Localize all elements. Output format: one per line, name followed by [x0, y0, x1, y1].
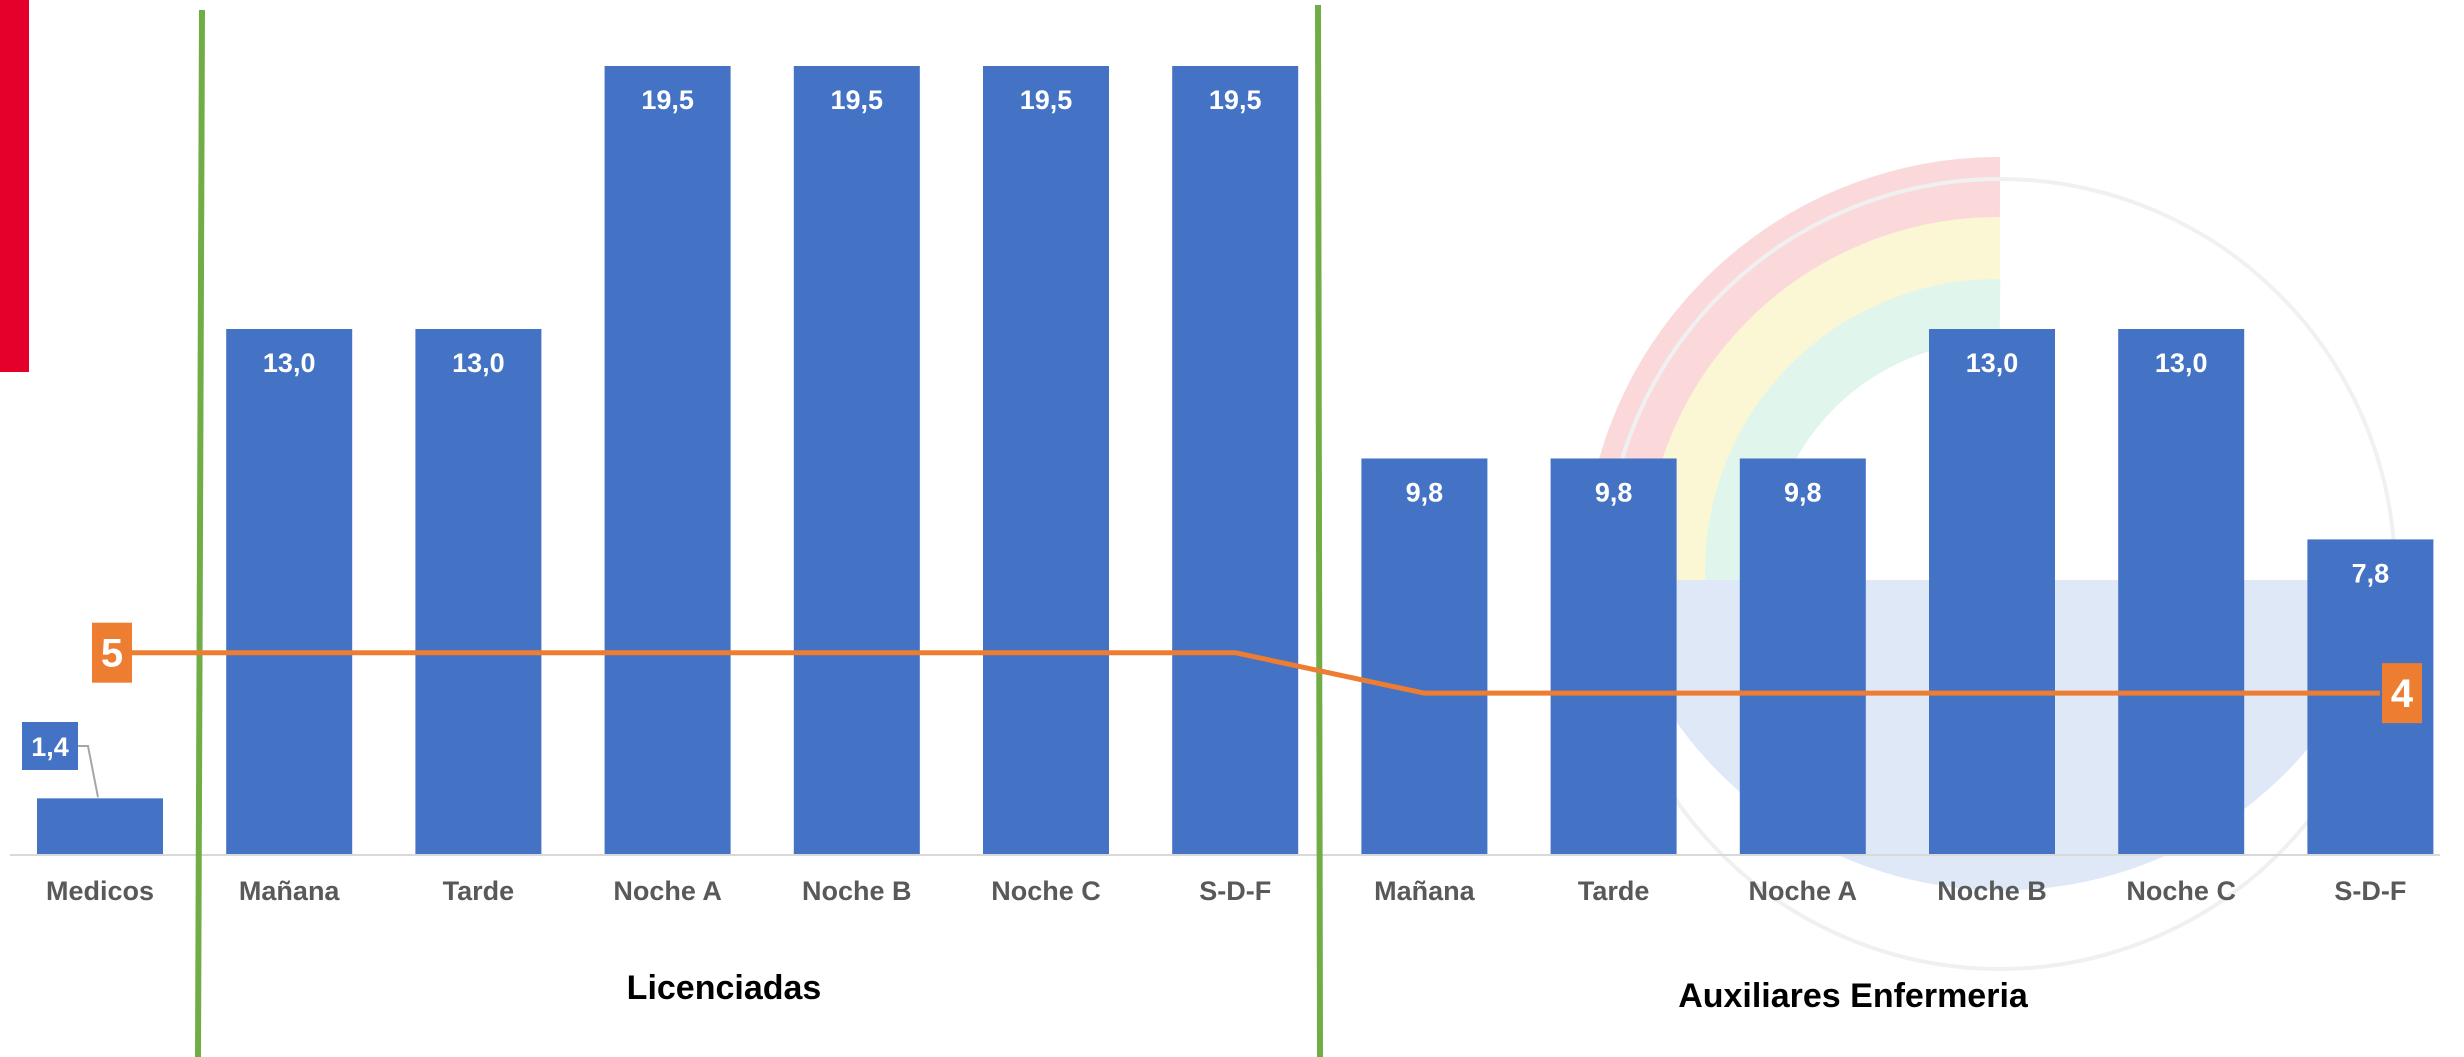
data-label: 7,8	[2352, 558, 2390, 588]
data-label: 19,5	[1209, 85, 1262, 115]
x-tick-label: Mañana	[1374, 876, 1476, 906]
bar-series: 1,4 13,0 13,0 19,5 19,5 19,5 19,5 9,8 9,8 9,8 13,0…	[22, 66, 2434, 855]
line-end-label-box	[2382, 663, 2422, 724]
data-label-box	[22, 722, 78, 770]
data-label: 13,0	[2155, 348, 2208, 378]
data-label: 9,8	[1784, 477, 1822, 507]
data-label: 19,5	[641, 85, 694, 115]
x-tick-label: Tarde	[1578, 876, 1650, 906]
line-end-label: 4	[2391, 672, 2414, 716]
bar	[604, 66, 731, 855]
data-label-leader	[78, 745, 99, 798]
group-label-licenciadas: Licenciadas	[627, 969, 822, 1007]
line-path	[130, 650, 2380, 696]
bar	[1172, 66, 1299, 855]
line-series: 54	[92, 622, 2422, 724]
x-tick-label: Noche C	[991, 876, 1101, 906]
bar	[793, 66, 920, 855]
x-tick-label: S-D-F	[1199, 876, 1271, 906]
bar	[1929, 329, 2055, 855]
accent-strip	[0, 0, 29, 372]
x-tick-label: Medicos	[46, 876, 154, 906]
data-label: 13,0	[452, 348, 505, 378]
group-divider-right	[1315, 4, 1323, 1057]
x-axis-ticks: Medicos Mañana Tarde Noche A Noche B Noche C S…	[46, 876, 2406, 906]
bar	[37, 798, 163, 855]
data-label: 1,4	[31, 732, 69, 762]
data-label: 9,8	[1595, 477, 1633, 507]
bar	[1739, 458, 1866, 855]
x-tick-label: Noche B	[802, 876, 912, 906]
x-tick-label: Mañana	[239, 876, 341, 906]
bar	[226, 329, 353, 855]
bar	[1361, 458, 1488, 855]
bar	[415, 329, 542, 855]
line-start-label-box	[92, 622, 132, 683]
x-tick-label: Tarde	[443, 876, 515, 906]
bar	[2118, 329, 2245, 855]
data-label: 13,0	[1966, 348, 2019, 378]
bar	[1550, 458, 1677, 855]
x-tick-label: Noche A	[613, 876, 722, 906]
data-label: 19,5	[1020, 85, 1073, 115]
group-divider-left	[195, 9, 205, 1057]
x-tick-label: S-D-F	[2334, 876, 2406, 906]
data-label: 13,0	[263, 348, 316, 378]
x-tick-label: Noche C	[2126, 876, 2236, 906]
group-label-auxiliares: Auxiliares Enfermeria	[1678, 977, 2029, 1015]
x-tick-label: Noche B	[1937, 876, 2047, 906]
data-label: 19,5	[831, 85, 884, 115]
bar	[983, 66, 1109, 855]
data-label: 9,8	[1406, 477, 1444, 507]
x-tick-label: Noche A	[1749, 876, 1858, 906]
line-start-label: 5	[101, 632, 123, 676]
